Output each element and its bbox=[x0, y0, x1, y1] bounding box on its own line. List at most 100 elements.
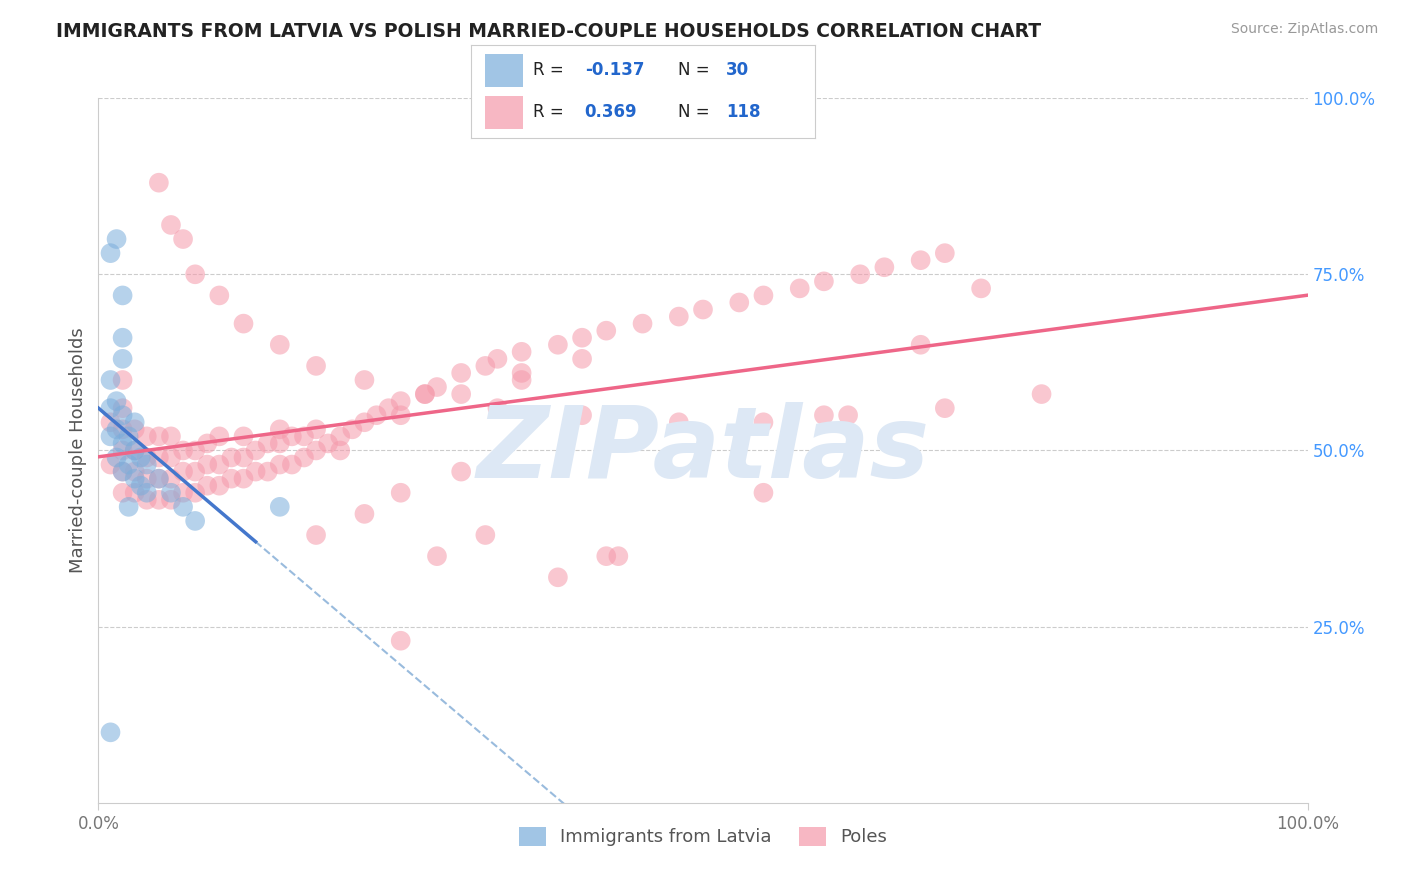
Point bbox=[100, 429, 122, 443]
Point bbox=[342, 422, 364, 436]
Point bbox=[910, 253, 932, 268]
Point bbox=[789, 281, 811, 295]
Point bbox=[474, 528, 496, 542]
Point bbox=[366, 408, 388, 422]
Point bbox=[450, 366, 472, 380]
Point bbox=[232, 429, 254, 443]
Point bbox=[692, 302, 714, 317]
Point bbox=[329, 429, 352, 443]
Point bbox=[111, 465, 134, 479]
Point bbox=[281, 458, 304, 472]
Point bbox=[232, 450, 254, 465]
Point bbox=[571, 351, 593, 366]
Point bbox=[135, 492, 157, 507]
Point bbox=[269, 422, 291, 436]
Point bbox=[111, 436, 134, 450]
Point bbox=[208, 429, 231, 443]
Point bbox=[100, 458, 122, 472]
Point bbox=[105, 394, 128, 409]
Point bbox=[910, 338, 932, 352]
Point bbox=[486, 351, 509, 366]
Point bbox=[221, 472, 243, 486]
Point bbox=[269, 338, 291, 352]
Point bbox=[148, 472, 170, 486]
Bar bbox=[485, 54, 523, 87]
Point bbox=[292, 450, 315, 465]
Point bbox=[148, 429, 170, 443]
Point bbox=[148, 492, 170, 507]
Point bbox=[184, 443, 207, 458]
Point bbox=[510, 373, 533, 387]
Point bbox=[148, 176, 170, 190]
Point bbox=[195, 436, 218, 450]
Point bbox=[474, 359, 496, 373]
Point bbox=[389, 633, 412, 648]
Point bbox=[160, 429, 183, 443]
Point bbox=[105, 450, 128, 465]
Point bbox=[450, 465, 472, 479]
Point bbox=[172, 443, 194, 458]
Point bbox=[118, 458, 141, 472]
Point bbox=[389, 485, 412, 500]
Point bbox=[353, 415, 375, 429]
Point bbox=[111, 331, 134, 345]
Point bbox=[245, 465, 267, 479]
Point bbox=[195, 458, 218, 472]
Point bbox=[118, 429, 141, 443]
Point bbox=[160, 485, 183, 500]
Point bbox=[269, 436, 291, 450]
Point bbox=[256, 436, 278, 450]
Point bbox=[135, 472, 157, 486]
Point bbox=[245, 443, 267, 458]
Point bbox=[631, 317, 654, 331]
Point bbox=[221, 450, 243, 465]
Point bbox=[172, 465, 194, 479]
Point bbox=[111, 408, 134, 422]
Point bbox=[547, 338, 569, 352]
Point bbox=[124, 422, 146, 436]
Point bbox=[305, 528, 328, 542]
Point bbox=[129, 450, 152, 465]
Point bbox=[752, 485, 775, 500]
Point bbox=[486, 401, 509, 416]
Point bbox=[135, 450, 157, 465]
Point bbox=[124, 443, 146, 458]
Point bbox=[668, 415, 690, 429]
Point bbox=[934, 246, 956, 260]
Point bbox=[873, 260, 896, 275]
Text: ZIPatlas: ZIPatlas bbox=[477, 402, 929, 499]
Point bbox=[148, 450, 170, 465]
Text: 0.369: 0.369 bbox=[585, 103, 637, 121]
Point bbox=[135, 429, 157, 443]
Point bbox=[184, 268, 207, 282]
Point bbox=[256, 465, 278, 479]
Point bbox=[305, 422, 328, 436]
Point bbox=[105, 232, 128, 246]
Text: N =: N = bbox=[678, 103, 714, 121]
Point bbox=[160, 492, 183, 507]
Point bbox=[100, 725, 122, 739]
Point bbox=[752, 288, 775, 302]
Point bbox=[160, 218, 183, 232]
Point bbox=[111, 401, 134, 416]
Text: R =: R = bbox=[533, 61, 569, 78]
Point bbox=[413, 387, 436, 401]
Text: N =: N = bbox=[678, 61, 714, 78]
Point bbox=[547, 570, 569, 584]
Point bbox=[232, 317, 254, 331]
Point bbox=[849, 268, 872, 282]
Point bbox=[281, 429, 304, 443]
Text: -0.137: -0.137 bbox=[585, 61, 644, 78]
Point bbox=[571, 331, 593, 345]
Point bbox=[172, 485, 194, 500]
Point bbox=[607, 549, 630, 564]
Point bbox=[571, 408, 593, 422]
Point bbox=[934, 401, 956, 416]
Point bbox=[510, 366, 533, 380]
Text: 30: 30 bbox=[725, 61, 749, 78]
Point bbox=[172, 500, 194, 514]
Point bbox=[124, 485, 146, 500]
Point bbox=[208, 478, 231, 492]
Text: 118: 118 bbox=[725, 103, 761, 121]
Point bbox=[135, 485, 157, 500]
